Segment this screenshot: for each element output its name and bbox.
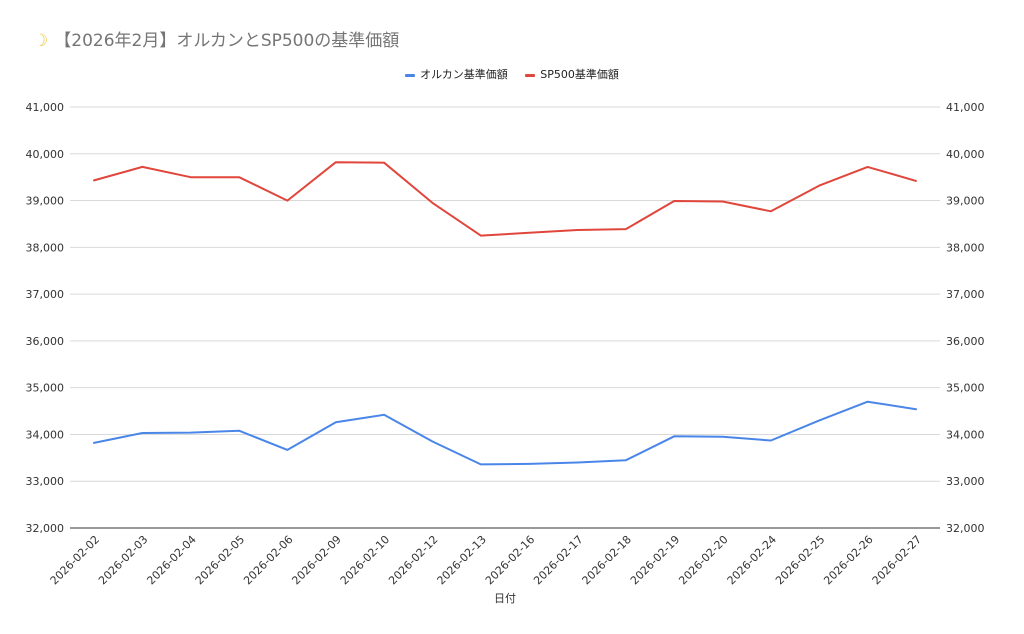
y-tick-label-left: 41,000 <box>26 101 65 114</box>
y-tick-label-left: 32,000 <box>26 522 65 535</box>
chart-title-text: 【2026年2月】オルカンとSP500の基準価額 <box>54 31 400 51</box>
y-tick-label-left: 39,000 <box>26 195 65 208</box>
x-tick-label: 2026-02-09 <box>289 533 343 587</box>
x-tick-label: 2026-02-20 <box>676 533 730 587</box>
y-tick-label-right: 38,000 <box>946 241 985 254</box>
legend-swatch-orukan <box>405 73 416 77</box>
y-tick-label-right: 39,000 <box>946 195 985 208</box>
y-tick-label-right: 40,000 <box>946 148 985 161</box>
chart-title: ☽ 【2026年2月】オルカンとSP500の基準価額 <box>33 26 399 51</box>
y-tick-label-right: 34,000 <box>946 428 985 441</box>
x-tick-label: 2026-02-25 <box>773 533 827 587</box>
x-axis-title: 日付 <box>494 592 516 605</box>
y-tick-label-left: 40,000 <box>26 148 65 161</box>
y-tick-label-left: 33,000 <box>26 475 65 488</box>
legend-swatch-sp500 <box>525 73 536 77</box>
x-tick-label: 2026-02-02 <box>48 533 102 587</box>
x-tick-label: 2026-02-19 <box>628 533 682 587</box>
x-tick-label: 2026-02-13 <box>435 533 489 587</box>
x-tick-label: 2026-02-17 <box>531 533 585 587</box>
x-tick-label: 2026-02-10 <box>338 533 392 587</box>
x-tick-label: 2026-02-05 <box>193 533 247 587</box>
x-tick-label: 2026-02-18 <box>580 533 634 587</box>
y-tick-label-right: 33,000 <box>946 475 985 488</box>
crescent-moon-icon: ☽ <box>33 31 49 51</box>
x-tick-label: 2026-02-06 <box>241 533 295 587</box>
y-tick-label-left: 36,000 <box>26 335 65 348</box>
y-tick-label-right: 41,000 <box>946 101 985 114</box>
y-tick-label-left: 35,000 <box>26 382 65 395</box>
legend-item-orukan[interactable]: オルカン基準価額 <box>405 66 508 82</box>
y-tick-label-left: 34,000 <box>26 428 65 441</box>
legend: オルカン基準価額 SP500基準価額 <box>0 66 1024 82</box>
y-tick-label-right: 37,000 <box>946 288 985 301</box>
x-tick-label: 2026-02-04 <box>144 533 198 587</box>
x-tick-label: 2026-02-03 <box>96 533 150 587</box>
x-tick-label: 2026-02-27 <box>870 533 924 587</box>
y-tick-label-left: 38,000 <box>26 241 65 254</box>
series-line-sp500 <box>93 161 917 237</box>
x-tick-label: 2026-02-12 <box>386 533 440 587</box>
legend-label-sp500: SP500基準価額 <box>540 68 619 81</box>
legend-item-sp500[interactable]: SP500基準価額 <box>525 66 619 82</box>
x-tick-label: 2026-02-24 <box>725 533 779 587</box>
series-line-orukan <box>93 400 917 466</box>
legend-label-orukan: オルカン基準価額 <box>420 68 508 81</box>
x-tick-label: 2026-02-16 <box>483 533 537 587</box>
y-tick-label-right: 32,000 <box>946 522 985 535</box>
x-tick-label: 2026-02-26 <box>821 533 875 587</box>
y-tick-label-right: 36,000 <box>946 335 985 348</box>
y-tick-label-left: 37,000 <box>26 288 65 301</box>
y-tick-label-right: 35,000 <box>946 382 985 395</box>
